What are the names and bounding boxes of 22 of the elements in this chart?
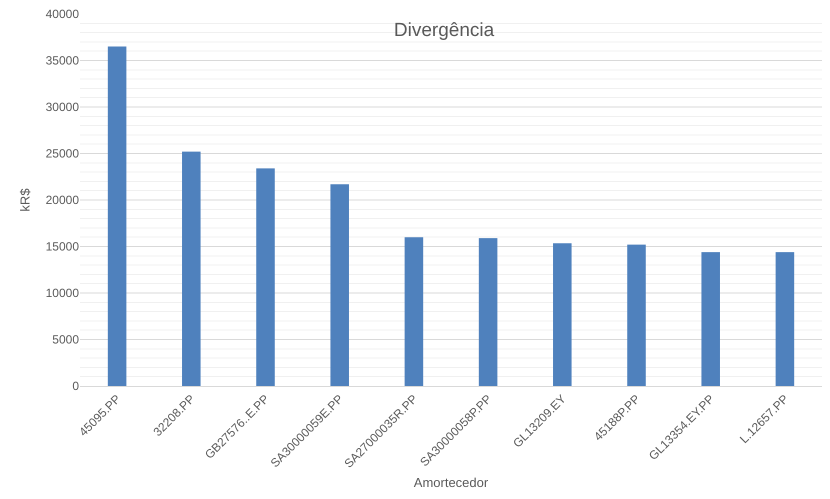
y-tick-label: 25000 (46, 146, 80, 161)
y-tick-label: 20000 (46, 193, 80, 208)
bar (776, 252, 794, 386)
bar (256, 168, 275, 386)
y-tick-label: 40000 (46, 7, 80, 22)
y-tick-label: 15000 (46, 240, 80, 254)
y-tick-label: 5000 (52, 332, 80, 347)
y-axis-title: kR$ (18, 188, 33, 212)
y-tick-label: 35000 (46, 54, 80, 68)
chart-title: Divergência (394, 20, 495, 41)
bar (404, 237, 424, 386)
y-tick-label: 0 (72, 379, 80, 394)
y-tick-label: 10000 (46, 286, 80, 300)
bar (108, 46, 126, 386)
y-tick-label: 30000 (46, 100, 80, 114)
bar (330, 184, 349, 386)
bar (553, 243, 572, 386)
x-axis-title: Amortecedor (414, 475, 489, 490)
bar (182, 152, 201, 386)
bar (627, 244, 646, 386)
bar (478, 238, 498, 386)
bar (701, 252, 720, 386)
